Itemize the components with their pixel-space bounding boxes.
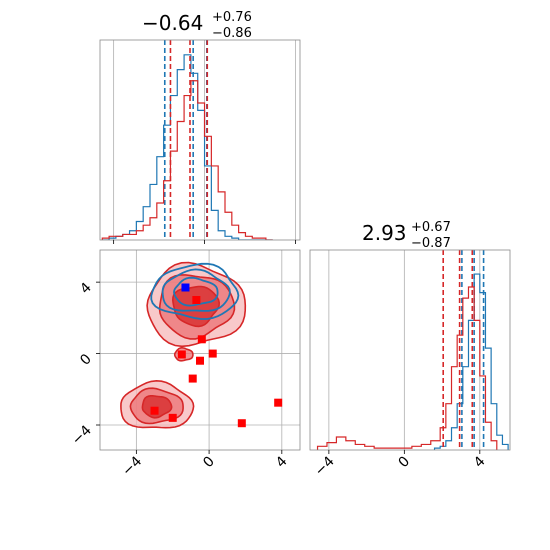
hist2-x-tick-label: 4 [471,453,489,471]
series-b-marker [177,350,186,359]
hist-panel-param1 [99,39,301,244]
joint-x-tick-label: 0 [200,454,218,472]
series-b-contour [171,285,221,328]
joint-frame [99,249,301,451]
series-b-marker [168,413,177,422]
hist2-title: 2.93 +0.67 −0.87 [362,220,451,251]
hist1-series_b-histogram [101,80,273,240]
hist1-series_a-histogram [102,54,273,240]
joint-x-tick-label: 4 [273,453,291,471]
joint-y-tick-label: −4 [69,422,95,448]
hist2-series_b-histogram [316,286,498,450]
hist2-title-value: 2.93 [362,221,407,245]
hist1-title-upper: +0.76 [212,10,252,25]
series-a-contour [161,268,231,312]
hist1-frame [99,39,301,241]
hist1-title-value: −0.64 [142,11,203,35]
series-b-marker [150,406,159,415]
series-b-marker [196,356,204,365]
hist2-title-lower: −0.87 [411,236,451,251]
series-a-contour [150,262,240,320]
joint-plot-area [120,261,283,429]
hist1-title: −0.64 +0.76 −0.86 [142,10,252,41]
hist2-frame [309,249,511,451]
hist-panel-param2: −4 0 4 [309,249,511,479]
joint-y-tick-label: 0 [77,351,95,369]
hist2-x-tick-label: 0 [396,454,414,472]
series-b-marker [197,335,206,344]
series-b-marker [188,374,197,383]
joint-panel: −4 0 4 −4 0 4 [69,249,301,479]
joint-y-tick-label: 4 [77,280,95,298]
hist1-plot-area [101,40,273,240]
series-b-marker [237,419,246,428]
hist1-title-lower: −0.86 [212,26,252,41]
series-b-marker [208,349,217,358]
joint-x-tick-label: −4 [119,453,145,479]
hist2-x-tick-label: −4 [312,453,338,479]
series-a-contour [173,276,219,307]
series-b-marker [192,296,201,304]
hist2-plot-area [316,250,509,450]
hist2-series_a-histogram [433,273,509,450]
series-b-marker [274,398,283,407]
series-a-marker [181,283,190,292]
hist2-title-upper: +0.67 [411,220,451,235]
